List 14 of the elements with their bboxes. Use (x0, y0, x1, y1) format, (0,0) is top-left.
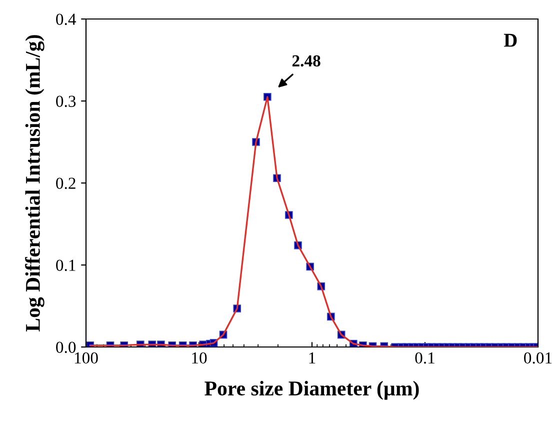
y-tick-label: 0.0 (56, 342, 76, 354)
annotation: D (504, 34, 517, 47)
x-tick-label: 10 (192, 352, 207, 364)
y-tick-label: 0.4 (56, 14, 76, 26)
x-tick-label: 0.01 (524, 352, 552, 364)
y-axis-title: Log Differential Intrusion (mL/g) (25, 35, 44, 332)
y-tick-label: 0.2 (56, 178, 76, 190)
x-tick-label: 100 (74, 352, 98, 364)
y-tick-label: 0.3 (56, 96, 76, 108)
annotation: 2.48 (292, 55, 320, 67)
y-tick-label: 0.1 (56, 260, 76, 272)
x-axis-title: Pore size Diameter (µm) (204, 380, 419, 400)
x-tick-label: 0.1 (415, 352, 434, 364)
x-tick-label: 1 (309, 352, 316, 364)
